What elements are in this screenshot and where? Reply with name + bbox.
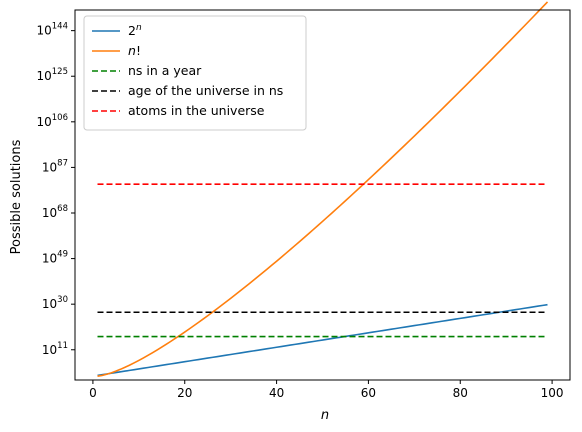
x-tick-label: 0 — [89, 386, 97, 400]
legend-label: age of the universe in ns — [128, 83, 283, 98]
x-tick-label: 80 — [453, 386, 468, 400]
plot-frame — [74, 9, 571, 381]
x-tick-label: 40 — [269, 386, 284, 400]
x-tick-label: 20 — [177, 386, 192, 400]
y-tick-label: 1011 — [42, 341, 68, 357]
y-tick-label: 1087 — [42, 158, 68, 174]
legend-box — [83, 15, 307, 131]
x-axis-ticks: 0 20 40 60 80 100 — [89, 380, 564, 400]
y-axis-label: Possible solutions — [9, 139, 24, 254]
y-tick-label: 10106 — [36, 113, 68, 129]
x-tick-label: 100 — [541, 386, 564, 400]
x-axis-label: n — [321, 408, 329, 423]
y-axis-ticks: 1011 1030 1049 1068 1087 10106 10125 10144 — [36, 22, 75, 357]
y-tick-label: 1068 — [42, 204, 68, 220]
legend-label: atoms in the universe — [128, 103, 265, 118]
y-tick-label: 1030 — [42, 295, 68, 311]
y-tick-label: 1049 — [42, 250, 68, 266]
series-layer — [97, 1, 549, 377]
legend-label: ns in a year — [128, 63, 202, 78]
series-line — [97, 303, 548, 377]
series-line — [97, 1, 549, 377]
legend: 2n n! ns in a year age of the universe in n… — [83, 15, 307, 131]
x-tick-label: 60 — [361, 386, 376, 400]
legend-label: n! — [128, 43, 141, 58]
y-tick-label: 10144 — [36, 22, 68, 38]
y-tick-label: 10125 — [36, 67, 68, 83]
legend-label: 2n — [128, 23, 142, 38]
